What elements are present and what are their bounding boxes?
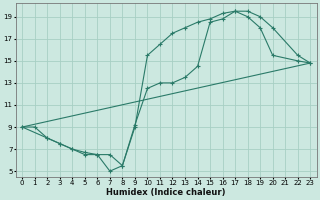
X-axis label: Humidex (Indice chaleur): Humidex (Indice chaleur) <box>107 188 226 197</box>
